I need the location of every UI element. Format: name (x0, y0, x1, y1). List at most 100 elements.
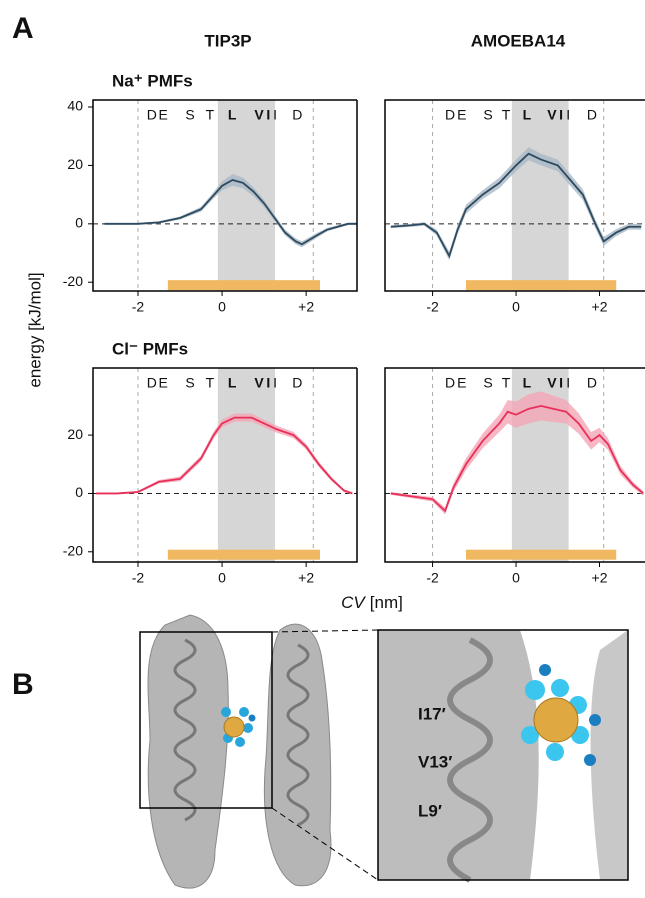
x-tick-label: -2 (132, 570, 145, 586)
x-tick-label: 0 (218, 570, 226, 586)
x-tick-label: +2 (592, 570, 608, 586)
x-label-var: CV (341, 593, 366, 612)
residue-annotation: I (266, 375, 270, 391)
residue-label: L9′ (418, 801, 442, 820)
y-tick-label: -20 (63, 273, 83, 289)
x-tick-label: -2 (426, 570, 439, 586)
residue-annotation: L (228, 375, 237, 391)
y-tick-label: 0 (75, 484, 83, 500)
x-tick-label: 0 (218, 299, 226, 315)
row-title: Na⁺ PMFs (112, 71, 193, 90)
zoom-connector (271, 629, 379, 633)
water (248, 714, 256, 722)
residue-annotation: S (483, 107, 492, 123)
ion (223, 716, 245, 738)
water (243, 723, 253, 733)
water (551, 679, 569, 697)
y-tick-label: 40 (67, 98, 83, 114)
residue-annotation: D (292, 107, 302, 123)
residue-annotation: E (457, 107, 466, 123)
helix-ribbon (173, 638, 197, 822)
residue-annotation: V (547, 375, 557, 391)
residue-annotation: I (266, 107, 270, 123)
helix-surface (147, 614, 229, 889)
residue-annotation: L (523, 375, 532, 391)
residue-annotation: D (587, 375, 597, 391)
helix-surface (378, 630, 539, 880)
shaded-region (217, 100, 276, 291)
water (525, 680, 545, 700)
residue-annotation: T (206, 107, 215, 123)
x-tick-label: +2 (298, 570, 314, 586)
error-band (390, 391, 644, 515)
x-tick-label: 0 (512, 299, 520, 315)
water (589, 714, 601, 726)
residue-annotation: I (566, 375, 570, 391)
row-title: Cl⁻ PMFs (112, 339, 188, 358)
water (235, 737, 245, 747)
residue-annotation: I (559, 375, 563, 391)
frame (384, 367, 645, 563)
residue-annotation: V (254, 107, 264, 123)
zoom-view (378, 630, 628, 883)
shaded-region (511, 100, 569, 291)
residue-annotation: D (292, 375, 302, 391)
residue-annotation: I (559, 107, 563, 123)
residue-annotation: E (159, 107, 168, 123)
residue-annotation: L (523, 107, 532, 123)
pmf-line (390, 405, 644, 513)
zoom-box (139, 631, 273, 809)
residue-annotation: D (147, 107, 157, 123)
frame (92, 367, 358, 563)
water (546, 743, 564, 761)
membrane-bar (167, 549, 321, 560)
helix-surface (590, 630, 628, 880)
residue-annotation: V (254, 375, 264, 391)
chart: D E S T L V I I D-2 0 +2 (384, 99, 645, 315)
error-band (390, 147, 642, 261)
residue-annotation: I (566, 107, 570, 123)
shaded-region (217, 368, 276, 562)
x-label-unit: [nm] (370, 593, 403, 612)
chart: D E S T L V I I D-2 0 +2 (384, 367, 645, 586)
frame (384, 99, 645, 292)
residue-annotation: D (445, 375, 455, 391)
helix-ribbon (286, 643, 310, 827)
x-tick-label: 0 (512, 570, 520, 586)
residue-annotation: V (547, 107, 557, 123)
membrane-bar (465, 549, 617, 560)
water (239, 707, 249, 717)
residue-label: I17′ (418, 704, 446, 723)
residue-annotation: D (147, 375, 157, 391)
pmf-line (104, 179, 357, 246)
residue-annotation: T (502, 375, 511, 391)
y-axis-label: energy [kJ/mol] (25, 272, 44, 387)
panel-label: B (12, 668, 34, 701)
column-title: AMOEBA14 (471, 31, 566, 50)
x-tick-label: +2 (592, 299, 608, 315)
x-tick-label: +2 (298, 299, 314, 315)
protein-overview (147, 614, 332, 889)
y-tick-label: 0 (75, 215, 83, 231)
residue-label: V13′ (418, 752, 452, 771)
residue-annotation: I (273, 107, 277, 123)
water (584, 754, 596, 766)
residue-annotation: S (185, 375, 194, 391)
pmf-line (95, 416, 353, 495)
panel-label: A (12, 12, 34, 45)
zoom-connector (271, 807, 379, 881)
x-tick-label: -2 (132, 299, 145, 315)
y-tick-label: 20 (67, 156, 83, 172)
residue-annotation: S (185, 107, 194, 123)
water (539, 664, 551, 676)
water (221, 707, 231, 717)
residue-annotation: E (159, 375, 168, 391)
helix-ribbon (447, 637, 493, 883)
y-tick-label: -20 (63, 542, 83, 558)
column-title: TIP3P (204, 31, 251, 50)
residue-annotation: D (445, 107, 455, 123)
